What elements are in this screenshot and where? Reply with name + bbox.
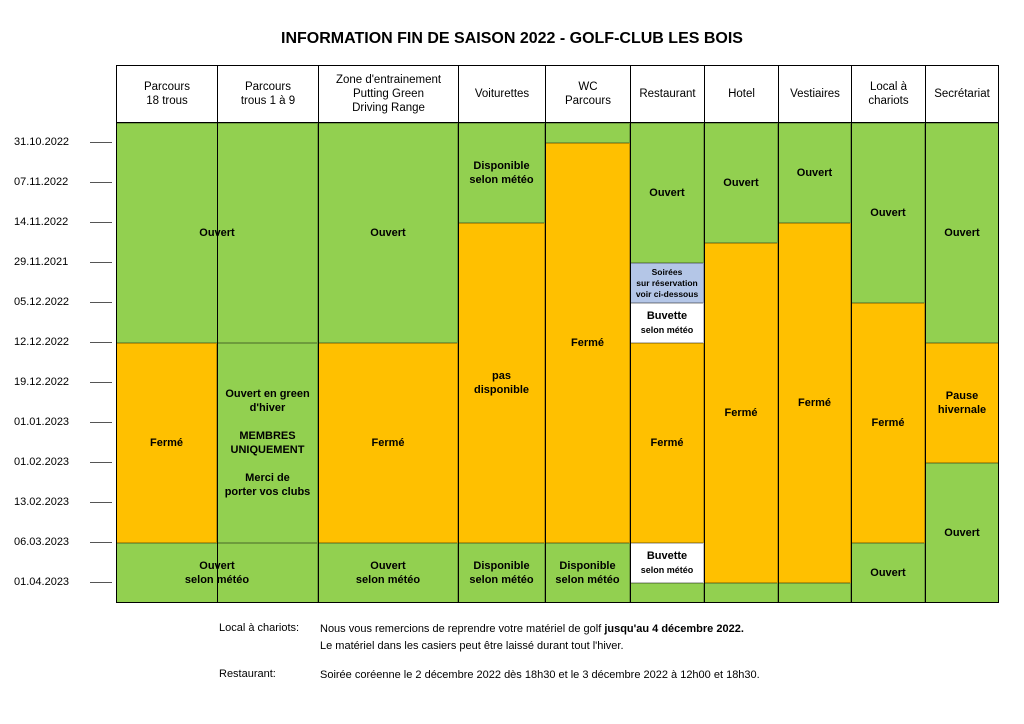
vestiaires-bottom-strip	[778, 583, 851, 603]
chariots-ouvert-bottom-cell: Ouvert	[851, 543, 925, 603]
selon-meteo-label: selon météo	[640, 565, 694, 575]
zone-ouvert-cell: Ouvert	[318, 123, 458, 343]
hotel-bottom-strip	[704, 583, 778, 603]
restaurant-soirees-cell: Soirées sur réservation voir ci-dessous	[630, 263, 704, 303]
header-parcours-18: Parcours 18 trous	[116, 65, 218, 123]
date-row: 01.01.2023	[14, 416, 118, 428]
header-zone-entrainement: Zone d'entrainement Putting Green Drivin…	[318, 65, 459, 123]
date-row: 29.11.2021	[14, 256, 118, 268]
buvette-label: Buvette	[646, 550, 688, 562]
wc-ferme-cell: Fermé	[545, 143, 630, 543]
restaurant-ferme-cell: Fermé	[630, 343, 704, 543]
header-parcours-1-9: Parcours trous 1 à 9	[217, 65, 319, 123]
secretariat-ouvert-bottom-cell: Ouvert	[925, 463, 999, 603]
date-row: 06.03.2023	[14, 536, 118, 548]
note-chariots-text: Nous vous remercions de reprendre votre …	[320, 621, 744, 655]
parcours-hiver-cell: Ouvert en green d'hiver MEMBRES UNIQUEME…	[217, 343, 318, 543]
parcours-18-ferme-cell: Fermé	[116, 343, 217, 543]
chariots-ferme-cell: Fermé	[851, 303, 925, 543]
date-row: 01.04.2023	[14, 576, 118, 588]
selon-meteo-label: selon météo	[640, 325, 694, 335]
column-divider	[545, 123, 546, 603]
column-divider	[778, 123, 779, 603]
header-vestiaires: Vestiaires	[778, 65, 852, 123]
hotel-ouvert-cell: Ouvert	[704, 123, 778, 243]
secretariat-ouvert-cell: Ouvert	[925, 123, 999, 343]
secretariat-pause-cell: Pause hivernale	[925, 343, 999, 463]
column-divider	[318, 123, 319, 603]
column-divider	[630, 123, 631, 603]
restaurant-bottom-strip	[630, 583, 704, 603]
header-hotel: Hotel	[704, 65, 779, 123]
date-row: 14.11.2022	[14, 216, 118, 228]
note-chariots-line2: Le matériel dans les casiers peut être l…	[320, 640, 624, 652]
header-secretariat: Secrétariat	[925, 65, 999, 123]
date-row: 31.10.2022	[14, 136, 118, 148]
date-row: 07.11.2022	[14, 176, 118, 188]
voiturettes-pas-disponible-cell: pas disponible	[458, 223, 545, 543]
buvette-label: Buvette	[646, 310, 688, 322]
vestiaires-ferme-cell: Fermé	[778, 223, 851, 583]
date-row: 19.12.2022	[14, 376, 118, 388]
date-row: 13.02.2023	[14, 496, 118, 508]
date-row: 01.02.2023	[14, 456, 118, 468]
voiturettes-disponible-cell: Disponible selon météo	[458, 123, 545, 223]
date-row: 05.12.2022	[14, 296, 118, 308]
header-wc-parcours: WC Parcours	[545, 65, 631, 123]
chariots-ouvert-cell: Ouvert	[851, 123, 925, 303]
column-divider	[458, 123, 459, 603]
wc-ouvert-strip	[545, 123, 630, 143]
note-chariots-line1: Nous vous remercions de reprendre votre …	[320, 623, 605, 635]
restaurant-buvette-cell: Buvette selon météo	[630, 303, 704, 343]
column-divider	[704, 123, 705, 603]
voiturettes-disponible-meteo-cell: Disponible selon météo	[458, 543, 545, 603]
page-title: INFORMATION FIN DE SAISON 2022 - GOLF-CL…	[281, 30, 743, 47]
header-local-chariots: Local à chariots	[851, 65, 926, 123]
wc-disponible-meteo-cell: Disponible selon météo	[545, 543, 630, 603]
restaurant-ouvert-cell: Ouvert	[630, 123, 704, 263]
column-divider	[851, 123, 852, 603]
column-divider	[925, 123, 926, 603]
note-chariots-deadline: jusqu'au 4 décembre 2022.	[604, 623, 744, 635]
header-voiturettes: Voiturettes	[458, 65, 546, 123]
zone-ferme-cell: Fermé	[318, 343, 458, 543]
note-restaurant-label: Restaurant:	[219, 668, 276, 680]
date-row: 12.12.2022	[14, 336, 118, 348]
vestiaires-ouvert-cell: Ouvert	[778, 123, 851, 223]
header-restaurant: Restaurant	[630, 65, 705, 123]
note-restaurant-text: Soirée coréenne le 2 décembre 2022 dès 1…	[320, 669, 760, 681]
zone-ouvert-meteo-cell: Ouvert selon météo	[318, 543, 458, 603]
column-divider	[217, 123, 218, 603]
restaurant-buvette-cell-2: Buvette selon météo	[630, 543, 704, 583]
note-chariots-label: Local à chariots:	[219, 622, 300, 634]
hotel-ferme-cell: Fermé	[704, 243, 778, 583]
